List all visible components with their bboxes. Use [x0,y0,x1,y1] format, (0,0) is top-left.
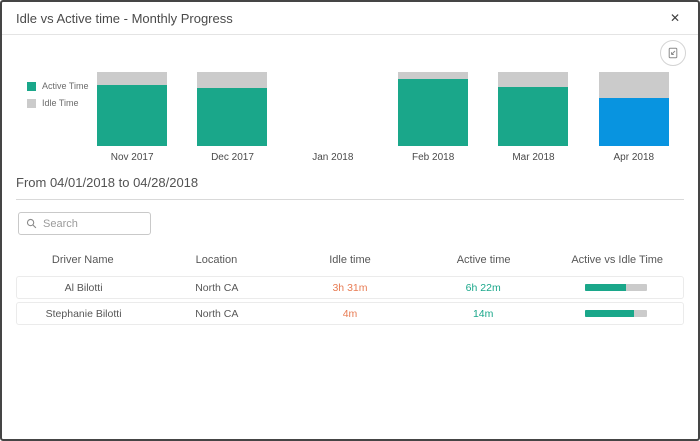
driver-name-cell: Al Bilotti [64,281,103,294]
active-vs-idle-cell [550,310,683,317]
active-time-swatch [27,81,36,91]
dialog-title: Idle vs Active time - Monthly Progress [16,10,233,26]
export-image-button[interactable] [660,40,686,66]
active-segment [498,86,569,146]
bar-area [298,72,368,146]
bar-area [197,72,268,146]
active-segment [598,97,669,146]
bar-slot: Mar 2018 [483,72,583,163]
bar-area [97,72,168,146]
bar-area [398,72,469,146]
stacked-bar-feb-2018[interactable] [398,72,469,146]
progress-fill [585,284,626,291]
bar-slot: Nov 2017 [82,72,182,163]
export-image-icon [668,47,678,59]
idle-segment [97,72,168,86]
bar-label: Mar 2018 [512,152,555,163]
chart-legend: Active Time Idle Time [27,81,89,115]
period-section: From 04/01/2018 to 04/28/2018 [16,175,684,200]
bar-label: Nov 2017 [110,152,154,163]
column-header-location: Location [195,254,238,266]
active-segment [398,79,469,146]
column-header-idle-time: Idle time [329,254,371,266]
bar-label: Apr 2018 [613,152,655,163]
chart-section: Active Time Idle Time Nov 2017 Dec 2017 Ja… [2,35,698,165]
table-row[interactable]: Al Bilotti North CA 3h 31m 6h 22m [16,276,684,299]
idle-segment [197,72,268,89]
progress-track [585,310,648,317]
bar-slot: Jan 2018 [283,72,383,163]
bar-label: Dec 2017 [211,152,254,163]
column-header-active-time: Active time [456,254,511,266]
close-icon[interactable]: ✕ [666,8,684,28]
stacked-bar-dec-2017[interactable] [197,72,268,146]
search-box [18,212,151,235]
period-title: From 04/01/2018 to 04/28/2018 [16,175,199,190]
bar-label: Jan 2018 [312,152,354,163]
stacked-bar-nov-2017[interactable] [97,72,168,146]
table-header: Driver Name Location Idle time Active ti… [16,245,684,276]
stacked-bar-mar-2018[interactable] [498,72,569,146]
bar-area [498,72,569,146]
bar-slot: Apr 2018 [584,72,684,163]
legend-item-idle-time: Idle Time [27,98,89,108]
stacked-bar-apr-2018[interactable] [598,72,669,146]
legend-item-active-time: Active Time [27,81,89,91]
drivers-table: Driver Name Location Idle time Active ti… [16,245,684,325]
idle-time-swatch [27,98,36,108]
column-header-driver-name: Driver Name [51,254,114,266]
legend-label: Active Time [42,81,89,91]
idle-segment [398,72,469,80]
idle-time-cell: 4m [342,307,358,320]
driver-name-cell: Stephanie Bilotti [45,307,122,320]
table-row[interactable]: Stephanie Bilotti North CA 4m 14m [16,302,684,325]
location-cell: North CA [195,281,239,294]
bar-slot: Dec 2017 [182,72,282,163]
dialog-header: Idle vs Active time - Monthly Progress ✕ [2,2,698,35]
legend-label: Idle Time [42,98,79,108]
active-vs-idle-cell [550,284,683,291]
search-input[interactable] [43,217,143,230]
table-body: Al Bilotti North CA 3h 31m 6h 22m Stephanie … [16,276,684,325]
idle-segment [598,72,669,98]
active-segment [97,85,168,146]
active-time-cell: 6h 22m [465,281,501,294]
bar-chart: Nov 2017 Dec 2017 Jan 2018 Feb 2018 Mar 2018… [82,72,684,163]
idle-time-cell: 3h 31m [332,281,368,294]
active-segment [197,88,268,146]
progress-track [585,284,648,291]
idle-segment [498,72,569,87]
search-icon [26,218,37,229]
progress-fill [585,310,634,317]
location-cell: North CA [195,307,239,320]
bar-label: Feb 2018 [412,152,455,163]
bar-slot: Feb 2018 [383,72,483,163]
column-header-active-vs-idle: Active vs Idle Time [571,254,664,266]
active-time-cell: 14m [472,307,494,320]
bar-area [598,72,669,146]
